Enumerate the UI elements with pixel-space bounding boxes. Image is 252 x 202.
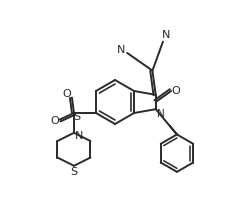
Text: O: O — [62, 88, 71, 98]
Text: N: N — [161, 30, 169, 40]
Text: N: N — [156, 109, 164, 119]
Text: S: S — [73, 112, 80, 121]
Text: N: N — [116, 44, 124, 54]
Text: N: N — [74, 130, 83, 140]
Text: O: O — [50, 115, 59, 125]
Text: O: O — [171, 86, 180, 96]
Text: S: S — [70, 166, 77, 176]
